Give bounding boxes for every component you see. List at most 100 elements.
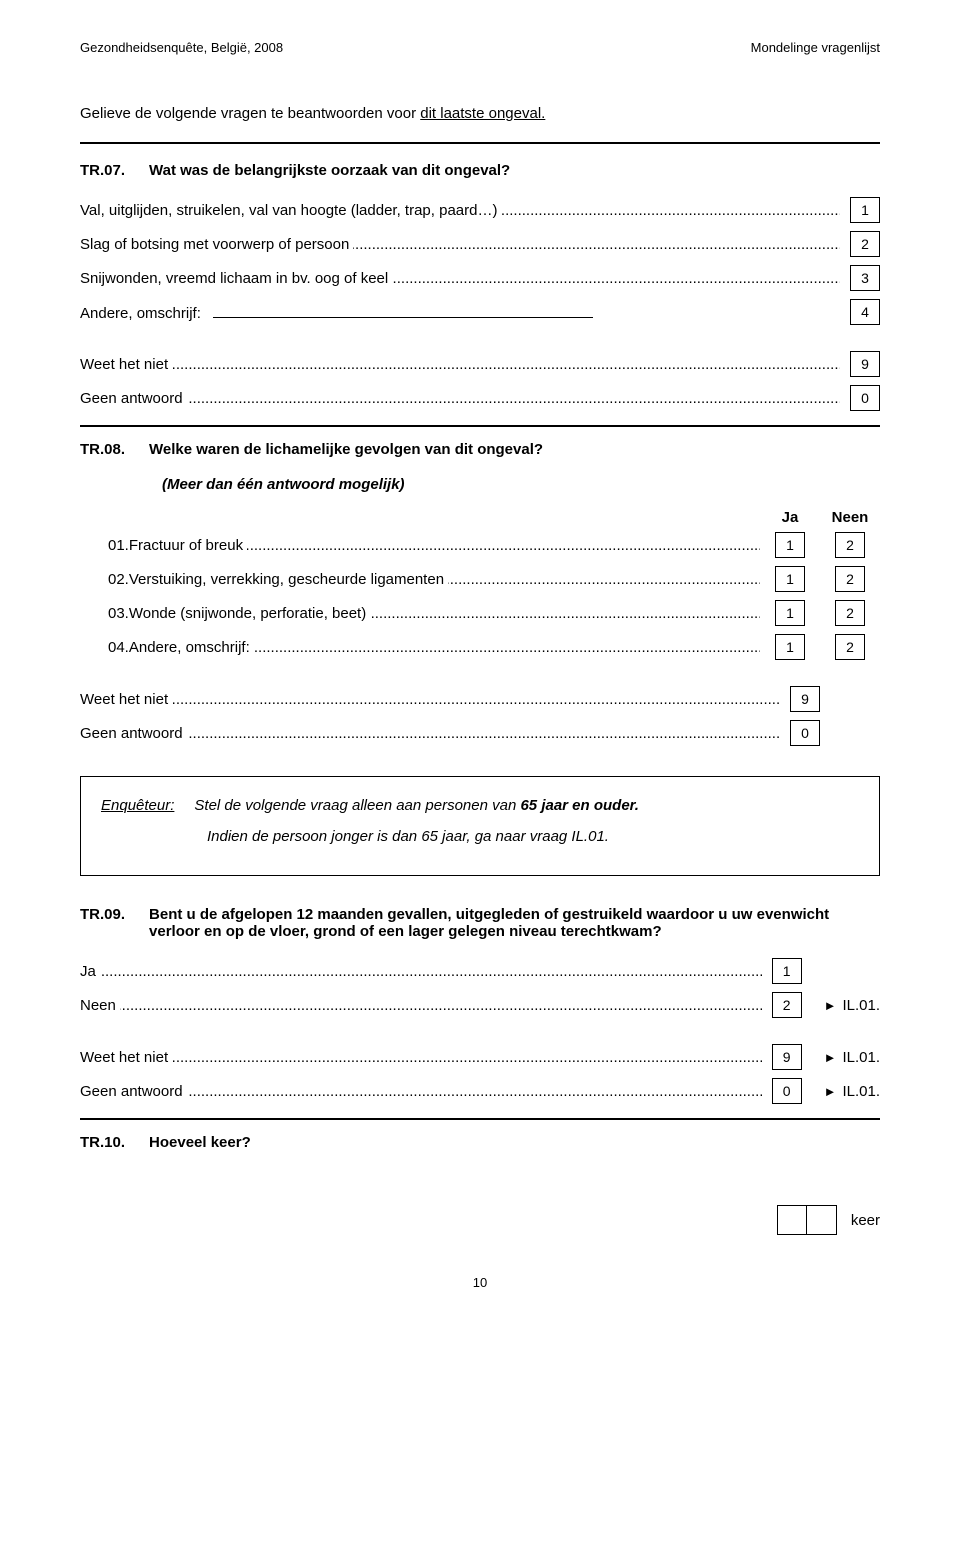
code-value: 2 [850,231,880,257]
option-text: Weet het niet [80,1049,172,1066]
option-label: Weet het niet [80,1049,762,1066]
row-label: Andere, omschrijf: [129,639,760,656]
numeric-input-box[interactable] [777,1205,837,1235]
option-row-weet: Weet het niet 9 [80,686,880,712]
option-label: Slag of botsing met voorwerp of persoon [80,236,840,253]
option-code-box[interactable]: 2 [772,992,802,1018]
grid-row: 01. Fractuur of breuk 1 2 [80,532,880,558]
cell-ja[interactable]: 1 [760,634,820,660]
option-label: Ja [80,963,762,980]
skip-target: IL.01. [842,1083,880,1100]
option-code-box[interactable]: 0 [772,1078,802,1104]
divider [80,142,880,144]
option-label: Weet het niet [80,691,780,708]
q-title: Wat was de belangrijkste oorzaak van dit… [149,162,880,179]
question-tr08-header: TR.08. Welke waren de lichamelijke gevol… [80,441,880,458]
option-row-geen: Geen antwoord 0 [80,385,880,411]
question-tr09-header: TR.09. Bent u de afgelopen 12 maanden ge… [80,906,880,940]
code-value: 0 [850,385,880,411]
option-code-box[interactable]: 9 [772,1044,802,1070]
cell-neen[interactable]: 2 [820,566,880,592]
code-value: 9 [772,1044,802,1070]
row-text: Verstuiking, verrekking, gescheurde liga… [129,571,448,588]
code-value: 0 [790,720,820,746]
option-text: Weet het niet [80,356,172,373]
option-text: Geen antwoord [80,725,187,742]
grid-row-other: 04. Andere, omschrijf: 1 2 [80,634,880,660]
q-code: TR.10. [80,1134,125,1151]
q-code: TR.09. [80,906,125,940]
cell-neen[interactable]: 2 [820,532,880,558]
q-title: Welke waren de lichamelijke gevolgen van… [149,441,880,458]
row-num: 03. [80,605,129,622]
cell-ja[interactable]: 1 [760,566,820,592]
option-code-box[interactable]: 2 [850,231,880,257]
option-label: Andere, omschrijf: [80,303,840,322]
enq-label: Enquêteur: [101,797,174,814]
option-row-weet: Weet het niet 9 [80,351,880,377]
option-row: Slag of botsing met voorwerp of persoon … [80,231,880,257]
write-in-line[interactable] [213,303,593,318]
row-num: 01. [80,537,129,554]
code-value: 1 [775,566,805,592]
code-value: 0 [772,1078,802,1104]
option-code-box[interactable]: 9 [850,351,880,377]
code-value: 1 [775,634,805,660]
cell-neen[interactable]: 2 [820,634,880,660]
code-value: 2 [835,566,865,592]
q-title: Bent u de afgelopen 12 maanden gevallen,… [149,906,880,940]
option-code-box[interactable]: 9 [790,686,820,712]
cell-neen[interactable]: 2 [820,600,880,626]
option-row-weet: Weet het niet 9 IL.01. [80,1044,880,1070]
intro-text: Gelieve de volgende vragen te beantwoord… [80,105,880,122]
option-row-geen: Geen antwoord 0 IL.01. [80,1078,880,1104]
page-header: Gezondheidsenquête, België, 2008 Mondeli… [80,40,880,55]
option-code-box[interactable]: 1 [850,197,880,223]
header-left: Gezondheidsenquête, België, 2008 [80,40,283,55]
col-neen: Neen [820,509,880,526]
grid-header: Ja Neen [80,509,880,526]
code-value: 1 [775,600,805,626]
row-text: Fractuur of breuk [129,537,247,554]
option-row-neen: Neen 2 IL.01. [80,992,880,1018]
enq-line1-pre: Stel de volgende vraag alleen aan person… [194,797,520,814]
divider [80,1118,880,1120]
enq-line2: Indien de persoon jonger is dan 65 jaar,… [207,828,859,845]
page-number: 10 [80,1275,880,1290]
skip-target: IL.01. [842,1049,880,1066]
keer-input-row: keer [80,1205,880,1235]
header-right: Mondelinge vragenlijst [751,40,880,55]
option-code-box[interactable]: 1 [772,958,802,984]
option-row: Snijwonden, vreemd lichaam in bv. oog of… [80,265,880,291]
option-row-geen: Geen antwoord 0 [80,720,880,746]
option-code-box[interactable]: 0 [850,385,880,411]
option-label: Geen antwoord [80,1083,762,1100]
option-label: Geen antwoord [80,725,780,742]
code-value: 9 [850,351,880,377]
enqueteur-box: Enquêteur: Stel de volgende vraag alleen… [80,776,880,876]
skip-instruction: IL.01. [824,1083,880,1100]
option-label: Neen [80,997,762,1014]
code-value: 4 [850,299,880,325]
q-title: Hoeveel keer? [149,1134,880,1151]
row-label: Fractuur of breuk [129,537,760,554]
option-label: Weet het niet [80,356,840,373]
option-code-box[interactable]: 4 [850,299,880,325]
unit-label: keer [851,1212,880,1229]
option-row-ja: Ja 1 IL.01. [80,958,880,984]
cell-ja[interactable]: 1 [760,600,820,626]
page-container: Gezondheidsenquête, België, 2008 Mondeli… [0,0,960,1330]
col-ja: Ja [760,509,820,526]
code-value: 2 [772,992,802,1018]
code-value: 1 [850,197,880,223]
code-value: 2 [835,600,865,626]
cell-ja[interactable]: 1 [760,532,820,558]
option-code-box[interactable]: 3 [850,265,880,291]
row-num: 04. [80,639,129,656]
q-code: TR.07. [80,162,125,179]
grid-row: 02. Verstuiking, verrekking, gescheurde … [80,566,880,592]
row-num: 02. [80,571,129,588]
option-label: Geen antwoord [80,390,840,407]
option-code-box[interactable]: 0 [790,720,820,746]
option-text: Snijwonden, vreemd lichaam in bv. oog of… [80,270,392,287]
